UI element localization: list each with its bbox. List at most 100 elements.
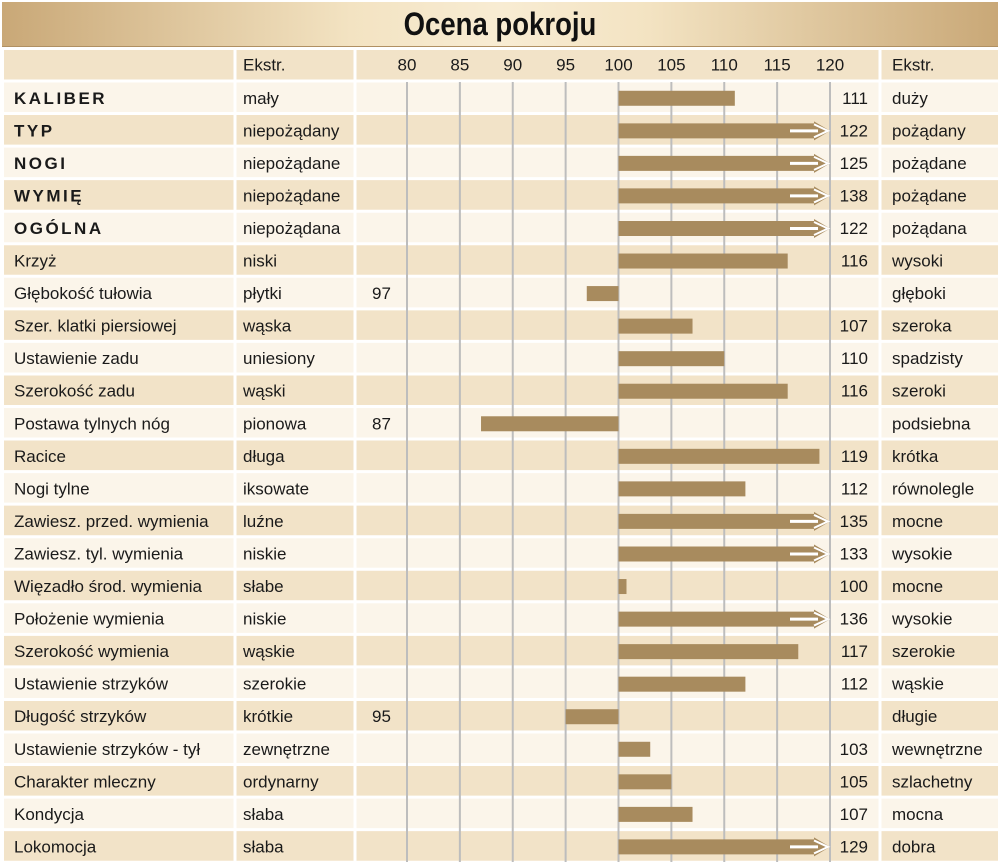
- high-extreme-label: mocna: [892, 805, 944, 824]
- row-bg: [880, 212, 998, 245]
- value-label: 125: [840, 154, 868, 173]
- bar: [618, 90, 735, 106]
- high-extreme-label: pożądany: [892, 121, 966, 140]
- row-bg: [235, 667, 355, 701]
- value-label: 129: [840, 837, 868, 856]
- low-extreme-label: słaba: [243, 837, 284, 856]
- trait-label: Krzyż: [14, 252, 57, 271]
- low-extreme-label: pionowa: [243, 414, 307, 433]
- bar: [618, 837, 830, 857]
- row-bg: [235, 602, 355, 636]
- high-extreme-label: pożądane: [892, 154, 967, 173]
- trait-label: Kondycja: [14, 805, 84, 824]
- bar: [618, 774, 672, 790]
- high-extreme-label: głęboki: [892, 284, 946, 303]
- header-right-extreme: Ekstr.: [892, 55, 935, 74]
- row-bg: [4, 700, 235, 733]
- bar: [618, 676, 746, 692]
- low-extreme-label: luźne: [243, 512, 284, 531]
- row-bg: [235, 114, 355, 148]
- row-bg: [4, 407, 235, 441]
- bar: [618, 383, 788, 399]
- x-tick-label: 115: [764, 55, 791, 74]
- row-bg: [4, 472, 235, 506]
- overflow-arrow-head: [813, 839, 831, 855]
- low-extreme-label: wąskie: [242, 642, 295, 661]
- value-label: 116: [841, 382, 868, 401]
- value-label: 112: [841, 675, 868, 694]
- low-extreme-label: ordynarny: [243, 772, 319, 791]
- trait-label: Długość strzyków: [14, 707, 147, 726]
- row-bg: [235, 147, 355, 180]
- row-bg: [4, 114, 235, 148]
- x-tick-label: 95: [556, 55, 575, 74]
- low-extreme-label: niskie: [243, 544, 286, 563]
- value-label: 103: [840, 740, 868, 759]
- trait-label: Szerokość wymienia: [14, 642, 169, 661]
- trait-label: Ustawienie zadu: [14, 349, 139, 368]
- row-bg: [235, 505, 355, 538]
- value-label: 95: [372, 707, 391, 726]
- row-bg: [4, 798, 235, 831]
- x-tick-label: 90: [503, 55, 522, 74]
- row-bg: [235, 309, 355, 343]
- bar: [618, 579, 627, 595]
- low-extreme-label: niski: [243, 252, 277, 271]
- x-tick-label: 120: [816, 55, 844, 74]
- value-label: 122: [840, 121, 868, 140]
- trait-label: Szer. klatki piersiowej: [14, 317, 177, 336]
- trait-label: Zawiesz. przed. wymienia: [14, 512, 209, 531]
- bar: [618, 806, 693, 822]
- low-extreme-label: wąski: [242, 382, 286, 401]
- value-label: 117: [841, 642, 868, 661]
- value-label: 107: [840, 317, 868, 336]
- trait-label: WYMIĘ: [14, 186, 84, 205]
- overflow-arrow-head: [813, 123, 831, 139]
- low-extreme-label: niepożądane: [243, 154, 340, 173]
- high-extreme-label: spadzisty: [892, 349, 963, 368]
- row-bg: [4, 277, 235, 310]
- high-extreme-label: wysokie: [891, 610, 952, 629]
- row-bg: [4, 374, 235, 408]
- bar: [618, 218, 830, 238]
- value-label: 87: [372, 414, 391, 433]
- trait-label: Ustawienie strzyków - tył: [14, 740, 200, 759]
- low-extreme-label: krótkie: [243, 707, 293, 726]
- bar: [618, 153, 830, 173]
- bar: [618, 741, 651, 757]
- high-extreme-label: krótka: [892, 447, 939, 466]
- row-bg: [880, 147, 998, 180]
- overflow-arrow-head: [813, 188, 831, 204]
- trait-label: KALIBER: [14, 89, 107, 108]
- low-extreme-label: słabe: [243, 577, 284, 596]
- bar: [565, 709, 619, 725]
- header-left-extreme: Ekstr.: [243, 55, 286, 74]
- value-label: 135: [840, 512, 868, 531]
- value-label: 111: [842, 89, 868, 108]
- row-bg: [235, 407, 355, 441]
- trait-label: Lokomocja: [14, 837, 97, 856]
- row-bg: [235, 212, 355, 245]
- row-bg: [235, 700, 355, 733]
- row-bg: [235, 472, 355, 506]
- row-bg: [4, 733, 235, 766]
- row-bg: [235, 570, 355, 603]
- row-bg: [880, 277, 998, 310]
- high-extreme-label: pożądane: [892, 186, 967, 205]
- row-bg: [880, 440, 998, 473]
- row-bg: [235, 733, 355, 766]
- high-extreme-label: pożądana: [892, 219, 967, 238]
- high-extreme-label: duży: [892, 89, 928, 108]
- bar: [618, 186, 830, 206]
- row-bg: [880, 374, 998, 408]
- high-extreme-label: równolegle: [892, 479, 974, 498]
- bar: [618, 481, 746, 497]
- bar: [618, 253, 788, 269]
- value-label: 112: [841, 479, 868, 498]
- trait-label: Więzadło środ. wymienia: [14, 577, 203, 596]
- high-extreme-label: mocne: [892, 577, 943, 596]
- trait-label: TYP: [14, 121, 55, 140]
- row-bg: [880, 635, 998, 668]
- row-bg: [4, 212, 235, 245]
- high-extreme-label: wąskie: [891, 675, 944, 694]
